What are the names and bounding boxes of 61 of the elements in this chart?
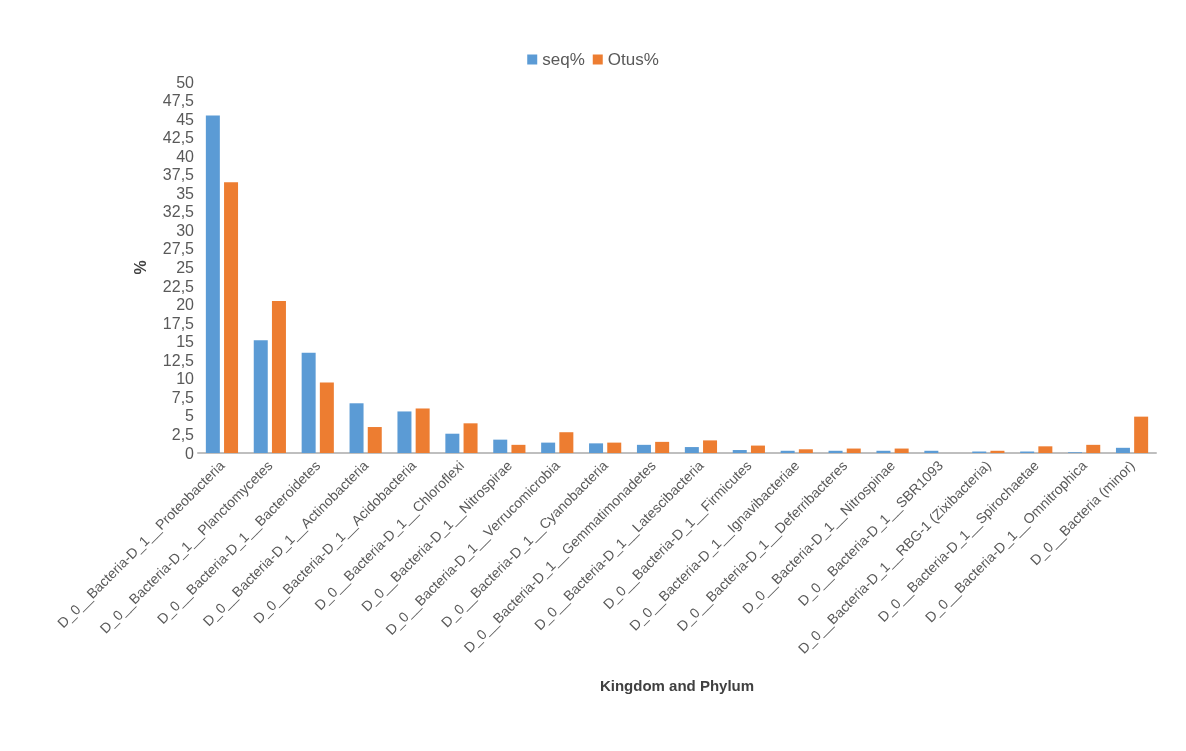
- y-tick-label: 0: [185, 444, 195, 462]
- y-tick-label: 30: [176, 221, 195, 239]
- y-tick-label: 37,5: [162, 166, 195, 184]
- bar: [607, 442, 622, 453]
- bar: [703, 440, 718, 453]
- bar: [319, 382, 334, 453]
- legend-label: Otus%: [607, 50, 659, 69]
- bar: [415, 408, 430, 453]
- bar: [1038, 446, 1053, 453]
- bar: [990, 450, 1005, 453]
- bar: [349, 403, 364, 453]
- bar: [205, 115, 220, 453]
- y-tick-label: 25: [176, 259, 195, 276]
- bar: [541, 442, 556, 453]
- y-tick-label: 20: [176, 296, 195, 314]
- y-tick-label: 10: [176, 370, 195, 388]
- y-tick-label: 12,5: [162, 351, 195, 369]
- y-tick-label: 27,5: [162, 240, 195, 258]
- bar: [511, 444, 526, 453]
- bar: [301, 352, 316, 453]
- y-tick-label: 40: [176, 147, 195, 165]
- y-tick-label: 35: [176, 184, 195, 202]
- bar: [1086, 444, 1101, 453]
- bar: [1134, 416, 1149, 453]
- y-tick-label: 45: [176, 110, 195, 128]
- bar: [559, 432, 574, 453]
- bar: [828, 450, 843, 453]
- bar: [655, 441, 670, 453]
- bar: [894, 448, 909, 453]
- bar: [253, 340, 268, 453]
- bar: [924, 450, 939, 453]
- y-axis-title: %: [131, 260, 149, 275]
- bar: [1115, 447, 1130, 453]
- y-tick-label: 2,5: [171, 425, 195, 443]
- bar: [445, 433, 460, 453]
- bar: [750, 445, 765, 453]
- y-tick-label: 50: [176, 73, 195, 91]
- bar: [589, 443, 604, 453]
- bar: [732, 450, 747, 453]
- bar: [846, 448, 861, 453]
- bar: [397, 411, 412, 453]
- bar: [876, 450, 891, 453]
- bar: [493, 439, 508, 453]
- y-tick-label: 7,5: [171, 388, 195, 406]
- y-tick-label: 32,5: [162, 203, 195, 221]
- y-tick-label: 17,5: [162, 314, 195, 332]
- legend-label: seq%: [542, 50, 585, 69]
- bar: [271, 300, 286, 453]
- bar: [463, 423, 478, 453]
- bar: [798, 449, 813, 453]
- y-tick-label: 47,5: [162, 92, 195, 110]
- bar: [780, 450, 795, 453]
- y-tick-label: 42,5: [162, 129, 195, 147]
- y-tick-label: 5: [185, 407, 195, 425]
- y-tick-label: 22,5: [162, 277, 195, 295]
- y-tick-label: 15: [176, 333, 195, 351]
- bar: [636, 444, 651, 453]
- bar: [684, 447, 699, 453]
- bar: [367, 427, 382, 453]
- x-axis-title: Kingdom and Phylum: [599, 677, 755, 694]
- bar: [224, 182, 239, 453]
